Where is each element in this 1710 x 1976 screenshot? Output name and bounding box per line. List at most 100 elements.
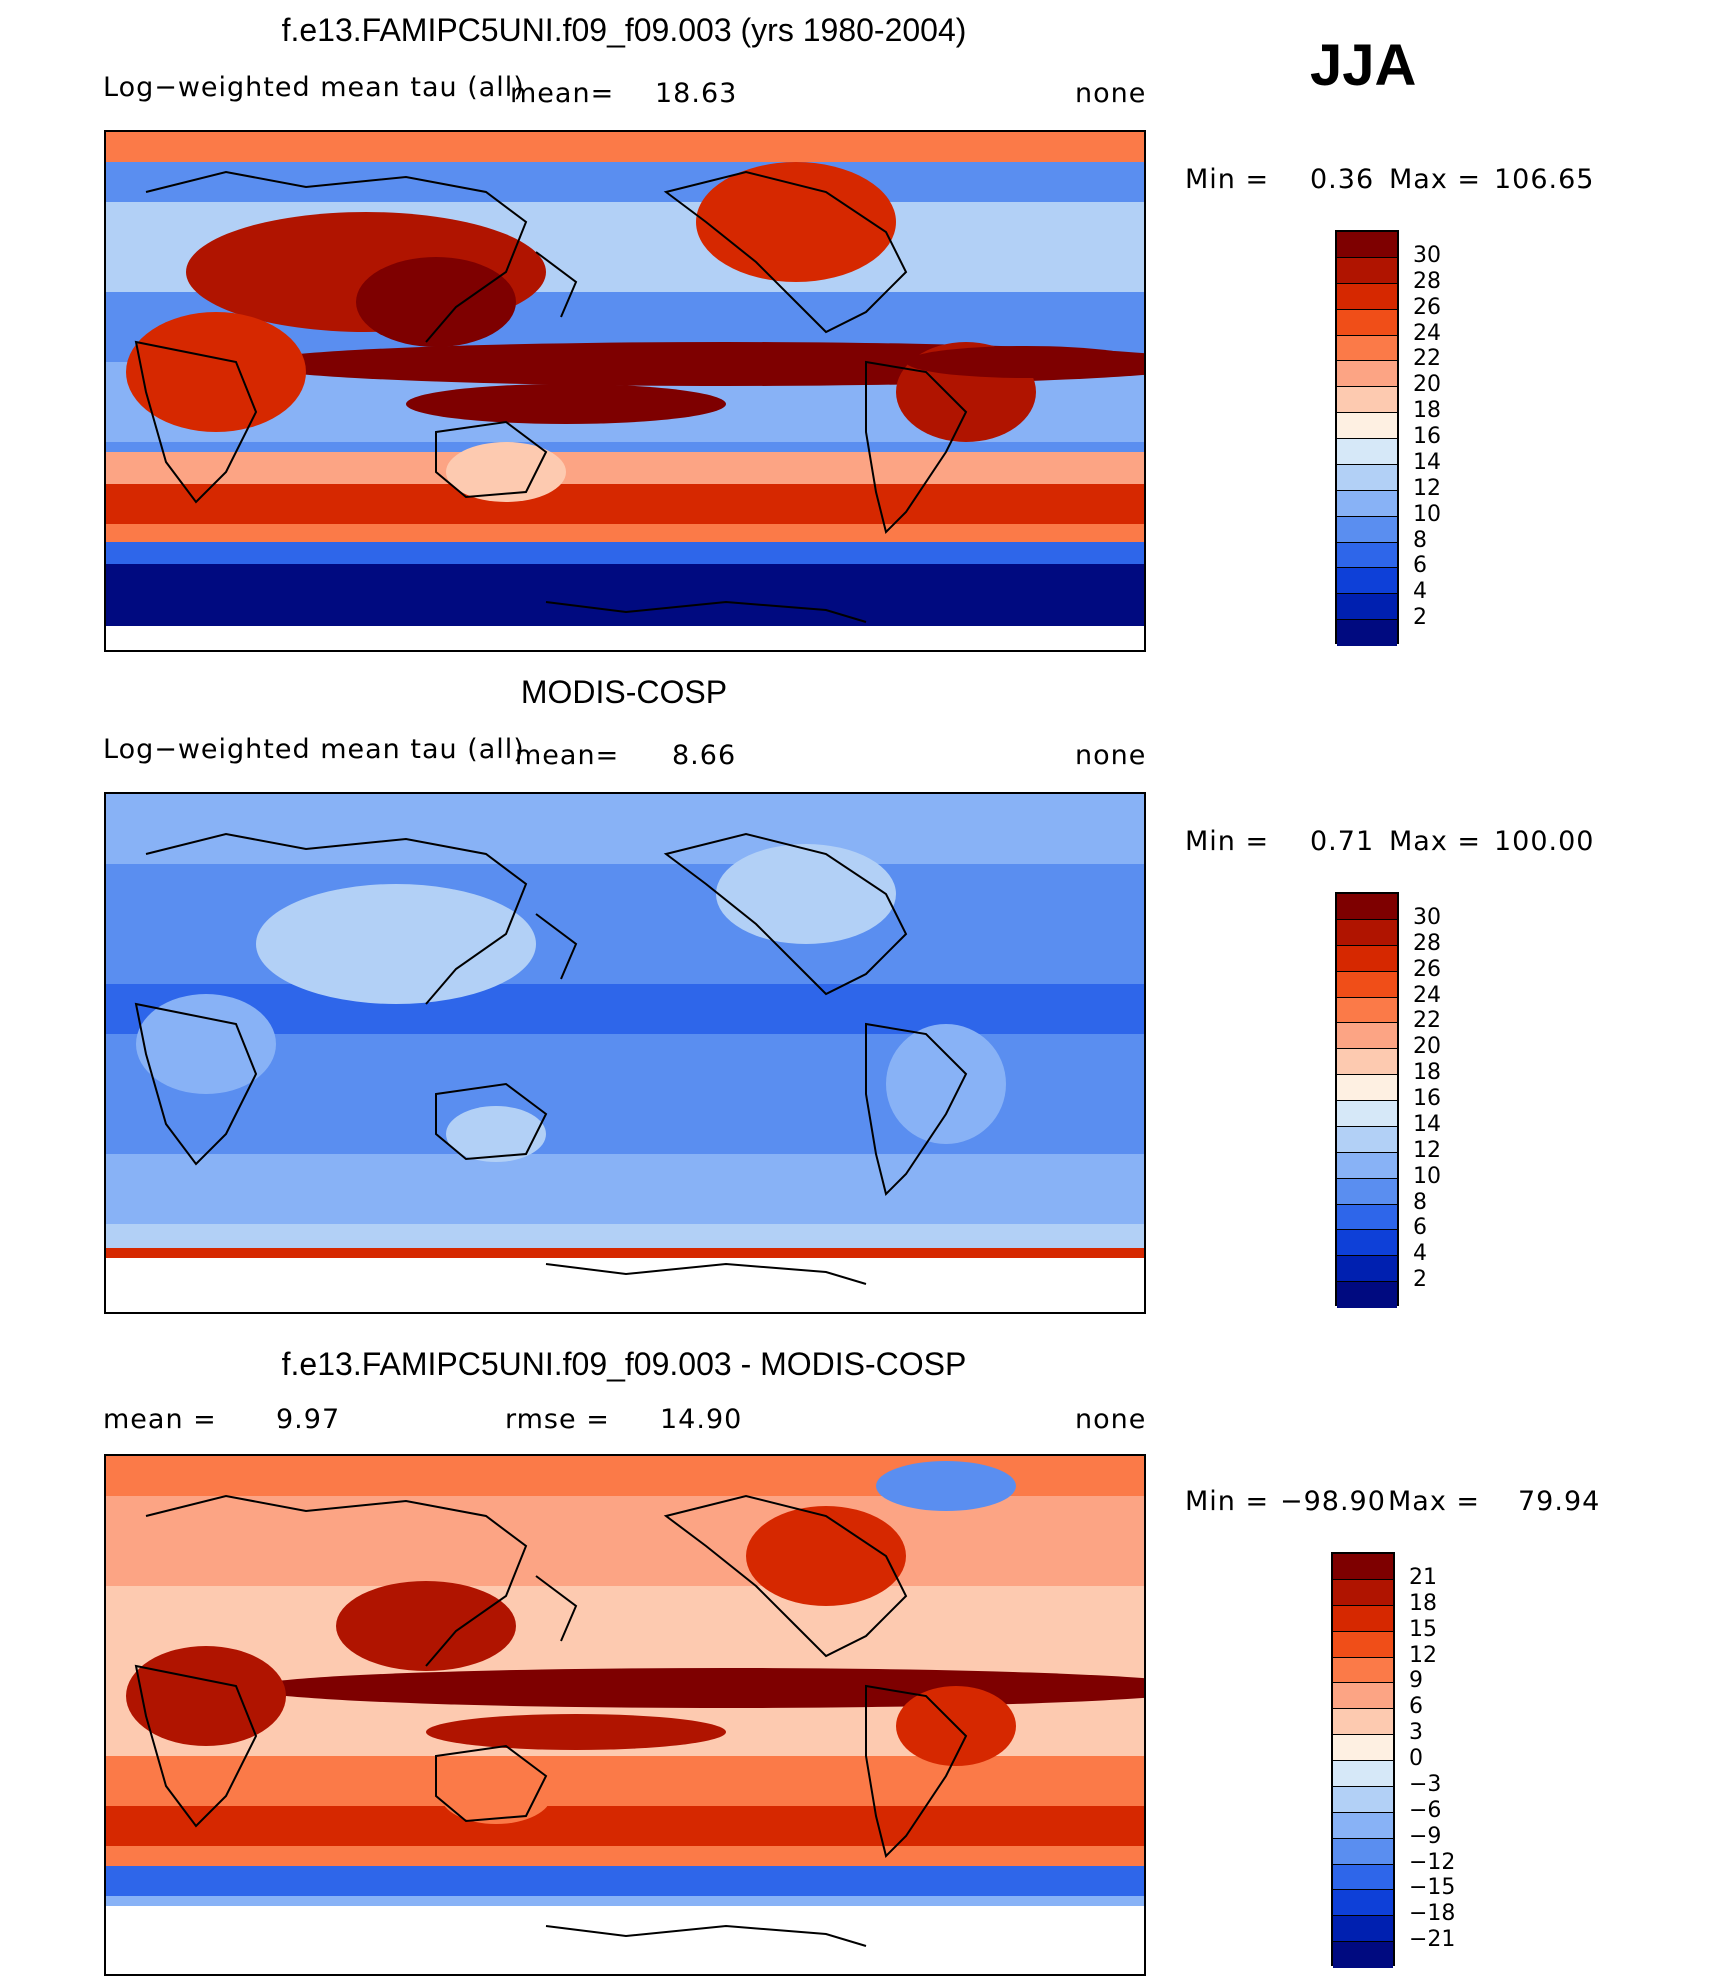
colorbar-segment [1333, 1631, 1393, 1658]
namerica-block [696, 162, 896, 282]
colorbar-tick-label: 4 [1413, 579, 1427, 605]
colorbar-segment [1333, 1812, 1393, 1839]
namerica-block [746, 1506, 906, 1606]
panel3-mean-label: mean = [103, 1404, 217, 1435]
colorbar-tick-label: 12 [1409, 1642, 1437, 1668]
panel3-rmse-label: rmse = [505, 1404, 610, 1435]
panel1-mean-label: mean= [510, 78, 615, 109]
panel1-max-label: Max = [1389, 164, 1482, 195]
panel2-max-label: Max = [1389, 826, 1482, 857]
colorbar-segment [1337, 335, 1397, 362]
colorbar-tick-label: −18 [1409, 1901, 1456, 1927]
panel1-min-label: Min = [1185, 164, 1270, 195]
panel1-variable-label: Log−weighted mean tau (all) [103, 72, 525, 103]
panel3-units-label: none [1075, 1404, 1147, 1435]
colorbar-tick-label: 10 [1413, 501, 1441, 527]
arctic-neg [876, 1461, 1016, 1511]
colorbar-segment [1333, 1942, 1393, 1968]
colorbar-tick-label: 24 [1413, 320, 1441, 346]
panel2-max-value: 100.00 [1494, 826, 1595, 857]
panel1-units-label: none [1075, 78, 1147, 109]
missing-region [106, 1906, 1144, 1974]
colorbar-segment [1337, 361, 1397, 388]
colorbar-segment [1333, 1605, 1393, 1632]
arctic-band [106, 794, 1144, 864]
coastlines [134, 1494, 968, 1947]
colorbar-tick-label: −12 [1409, 1849, 1456, 1875]
colorbar-segment [1337, 620, 1397, 646]
australia-block [441, 1768, 551, 1824]
colorbar-tick-label: 2 [1413, 1267, 1427, 1293]
warm-pool [406, 384, 726, 424]
colorbar-segment [1333, 1890, 1393, 1917]
colorbar-segment [1337, 594, 1397, 621]
panel2-variable-label: Log−weighted mean tau (all) [103, 734, 525, 765]
colorbar-tick-label: 16 [1413, 424, 1441, 449]
colorbar-tick-label: 18 [1413, 398, 1441, 424]
colorbar-tick-label: 28 [1413, 268, 1441, 294]
coastlines [134, 832, 968, 1285]
colorbar-tick-label: 28 [1413, 930, 1441, 956]
colorbar-tick-label: 20 [1413, 1034, 1441, 1060]
panel3-max-value: 79.94 [1518, 1486, 1601, 1517]
tibet-block [336, 1581, 516, 1671]
panel2-mean-value: 8.66 [672, 740, 737, 771]
colorbar-tick-label: 8 [1413, 527, 1427, 553]
colorbar-segment [1337, 309, 1397, 336]
colorbar-segment [1333, 1683, 1393, 1710]
colorbar-segment [1333, 1916, 1393, 1943]
colorbar-segment [1337, 1126, 1397, 1153]
colorbar-tick-label: 26 [1413, 956, 1441, 982]
antarctic-edge [106, 1248, 1144, 1258]
midlat-band-n [106, 1496, 1144, 1586]
africa-light [136, 994, 276, 1094]
panel3-min-label: Min = [1185, 1486, 1270, 1517]
colorbar-tick-label: 4 [1413, 1241, 1427, 1267]
panel2-colorbar [1335, 892, 1399, 1308]
southern-ocean-core [106, 484, 1144, 524]
colorbar-segment [1337, 971, 1397, 998]
panel2-min-value: 0.71 [1310, 826, 1375, 857]
colorbar-tick-label: 0 [1409, 1746, 1423, 1771]
tropical-band [106, 984, 1144, 1034]
panel3-mean-value: 9.97 [276, 1404, 341, 1435]
panel3-title: f.e13.FAMIPC5UNI.f09_f09.003 - MODIS-COS… [281, 1346, 967, 1382]
antarctic-neg-light [106, 1896, 1144, 1906]
colorbar-segment [1337, 1204, 1397, 1231]
colorbar-tick-label: 9 [1409, 1668, 1423, 1694]
colorbar-tick-label: 18 [1409, 1590, 1437, 1616]
colorbar-segment [1337, 1178, 1397, 1205]
tibet-block [356, 257, 516, 347]
panel2-title: MODIS-COSP [520, 674, 728, 710]
colorbar-segment [1333, 1709, 1393, 1736]
panel1-max-value: 106.65 [1494, 164, 1595, 195]
colorbar-tick-label: 8 [1413, 1189, 1427, 1215]
colorbar-segment [1337, 894, 1397, 920]
colorbar-segment [1337, 232, 1397, 258]
colorbar-tick-label: −15 [1409, 1875, 1456, 1901]
australia-block [446, 442, 566, 502]
colorbar-tick-label: 18 [1413, 1060, 1441, 1086]
colorbar-segment [1337, 945, 1397, 972]
panel3-field [106, 1456, 1144, 1974]
missing-region [106, 626, 1144, 650]
colorbar-segment [1337, 1230, 1397, 1257]
colorbar-segment [1337, 257, 1397, 284]
colorbar-segment [1333, 1786, 1393, 1813]
namerica-light [716, 844, 896, 944]
antarctic-neg [106, 1866, 1144, 1896]
panel2-min-label: Min = [1185, 826, 1270, 857]
colorbar-tick-label: 2 [1413, 605, 1427, 631]
africa-block [126, 312, 306, 432]
panel2-field [106, 794, 1144, 1312]
colorbar-tick-label: 26 [1413, 294, 1441, 320]
colorbar-tick-label: 14 [1413, 449, 1441, 475]
panel2-units-label: none [1075, 740, 1147, 771]
colorbar-segment [1337, 387, 1397, 414]
colorbar-segment [1337, 1101, 1397, 1127]
antarctic-dark [106, 564, 1144, 626]
colorbar-tick-label: 3 [1409, 1720, 1423, 1746]
colorbar-segment [1337, 413, 1397, 439]
colorbar-segment [1337, 283, 1397, 310]
panel1-mean-value: 18.63 [655, 78, 738, 109]
